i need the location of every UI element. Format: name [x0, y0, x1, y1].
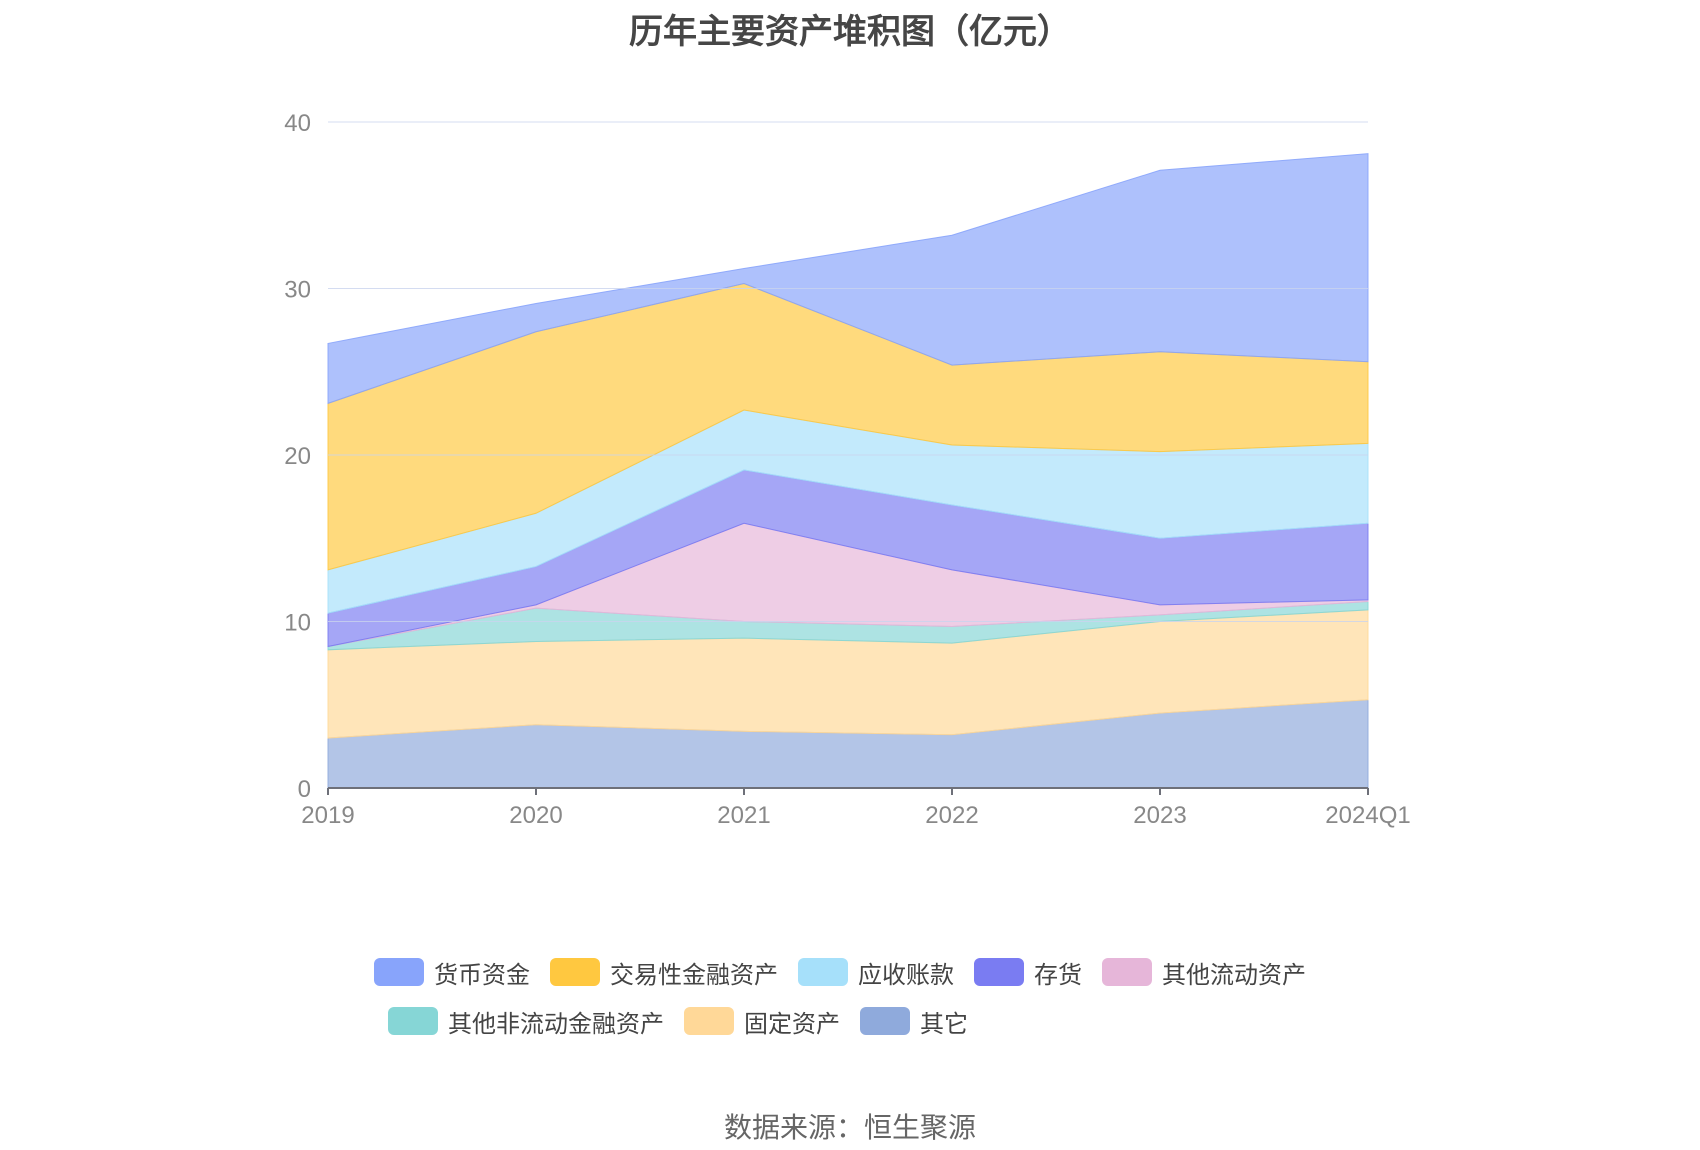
legend-item-inventory[interactable]: 存货 [974, 954, 1082, 990]
area-series-7 [327, 153, 1369, 405]
legend-swatch-trading-financial-assets [550, 958, 600, 986]
legend-label: 应收账款 [858, 960, 954, 989]
x-tick-label-2: 2021 [717, 802, 770, 829]
legend-row-2: 其他非流动金融资产 固定资产 其它 [0, 1003, 1700, 1039]
legend-swatch-cash [374, 958, 424, 986]
x-tick-label-5: 2024Q1 [1325, 802, 1410, 829]
x-tick-label-4: 2023 [1133, 802, 1186, 829]
legend-swatch-inventory [974, 958, 1024, 986]
legend-item-cash[interactable]: 货币资金 [374, 954, 530, 990]
legend-swatch-other-noncurrent-financial-assets [388, 1007, 438, 1035]
legend-item-fixed-assets[interactable]: 固定资产 [684, 1003, 840, 1039]
legend-swatch-other [860, 1007, 910, 1035]
y-tick-label-4: 40 [284, 110, 311, 137]
legend-label: 货币资金 [434, 960, 530, 989]
chart-title: 历年主要资产堆积图（亿元） [629, 12, 1071, 52]
source-note: 数据来源：恒生聚源 [723, 1111, 976, 1144]
legend-label: 交易性金融资产 [610, 960, 778, 989]
x-tick-label-3: 2022 [925, 802, 978, 829]
legend-swatch-fixed-assets [684, 1007, 734, 1035]
y-tick-label-0: 0 [298, 776, 311, 803]
legend-label: 其他流动资产 [1162, 960, 1306, 989]
stacked-area-chart: 0 10 20 30 40 2019 2020 2021 2022 2023 2024Q1 [284, 110, 1410, 829]
legend-item-other[interactable]: 其它 [860, 1003, 968, 1039]
y-tick-label-1: 10 [284, 610, 311, 637]
legend-swatch-other-current-assets [1102, 958, 1152, 986]
legend-item-other-current-assets[interactable]: 其他流动资产 [1102, 954, 1306, 990]
legend-label: 其他非流动金融资产 [448, 1009, 664, 1038]
x-tick-label-1: 2020 [509, 802, 562, 829]
legend: 货币资金 交易性金融资产 应收账款 存货 其他流动资产 其他非流动金融资产 固定… [0, 954, 1700, 1052]
y-tick-label-2: 20 [284, 443, 311, 470]
legend-item-trading-financial-assets[interactable]: 交易性金融资产 [550, 954, 778, 990]
legend-label: 固定资产 [744, 1009, 840, 1038]
legend-label: 其它 [920, 1009, 968, 1038]
legend-label: 存货 [1034, 960, 1082, 989]
legend-item-other-noncurrent-financial-assets[interactable]: 其他非流动金融资产 [388, 1003, 664, 1039]
legend-swatch-receivables [798, 958, 848, 986]
x-tick-label-0: 2019 [301, 802, 354, 829]
y-tick-label-3: 30 [284, 277, 311, 304]
legend-row-1: 货币资金 交易性金融资产 应收账款 存货 其他流动资产 [0, 954, 1700, 990]
legend-item-receivables[interactable]: 应收账款 [798, 954, 954, 990]
